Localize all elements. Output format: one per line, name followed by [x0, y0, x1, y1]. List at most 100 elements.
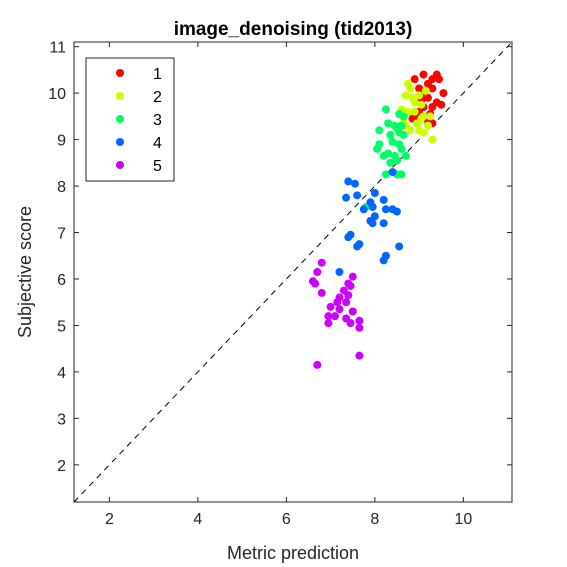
point-series-5 — [313, 268, 322, 276]
point-series-3 — [397, 144, 406, 153]
legend-marker-5 — [116, 161, 124, 169]
y-tick-label: 10 — [48, 86, 66, 103]
legend-label-1: 1 — [153, 66, 162, 83]
point-series-5 — [324, 312, 333, 321]
point-series-3 — [397, 170, 406, 179]
point-series-5 — [355, 351, 364, 360]
point-series-2 — [417, 100, 426, 109]
legend-label-5: 5 — [153, 158, 162, 175]
point-series-3 — [381, 105, 390, 114]
point-series-5 — [355, 316, 364, 325]
point-series-4 — [370, 189, 379, 198]
point-series-5 — [331, 312, 340, 321]
point-series-4 — [379, 195, 388, 204]
point-series-2 — [410, 98, 419, 107]
x-tick-label: 6 — [282, 511, 291, 528]
legend-marker-3 — [116, 115, 124, 123]
point-series-4 — [359, 205, 368, 214]
point-series-2 — [423, 121, 432, 130]
point-series-5 — [342, 298, 351, 307]
y-tick-label: 11 — [49, 40, 66, 57]
x-axis-label: Metric prediction — [227, 543, 359, 563]
point-series-5 — [335, 305, 344, 314]
chart-title: image_denoising (tid2013) — [174, 19, 413, 40]
point-series-3 — [399, 130, 408, 139]
point-series-4 — [381, 205, 390, 214]
x-tick-label: 4 — [193, 511, 202, 528]
point-series-1 — [439, 89, 448, 98]
point-series-3 — [373, 144, 382, 153]
point-series-5 — [333, 298, 342, 307]
point-series-3 — [399, 112, 408, 121]
point-series-3 — [386, 158, 395, 167]
y-axis-label: Subjective score — [15, 206, 35, 338]
point-series-1 — [423, 93, 432, 102]
point-series-2 — [419, 128, 428, 137]
point-series-4 — [335, 268, 344, 276]
point-series-4 — [392, 207, 401, 216]
point-series-1 — [410, 75, 419, 84]
point-series-2 — [412, 119, 421, 128]
point-series-5 — [348, 272, 357, 281]
point-series-2 — [410, 107, 419, 116]
point-series-3 — [392, 156, 401, 165]
point-series-4 — [350, 179, 359, 188]
point-series-4 — [368, 202, 377, 211]
y-tick-label: 7 — [57, 226, 66, 243]
identity-line — [73, 41, 513, 503]
point-series-4 — [379, 256, 388, 265]
point-series-4 — [353, 191, 362, 200]
point-series-5 — [324, 319, 333, 328]
point-series-5 — [348, 307, 357, 316]
legend-label-2: 2 — [153, 89, 162, 106]
point-series-5 — [313, 360, 322, 369]
point-series-2 — [401, 91, 410, 100]
point-series-5 — [317, 288, 326, 297]
legend-marker-2 — [116, 92, 124, 100]
y-tick-label: 6 — [57, 272, 66, 289]
point-series-4 — [344, 233, 353, 242]
point-series-2 — [426, 112, 435, 121]
point-series-1 — [428, 103, 437, 112]
x-tick-label: 10 — [454, 511, 472, 528]
point-series-1 — [435, 75, 443, 84]
point-series-1 — [428, 84, 437, 93]
point-series-4 — [379, 219, 388, 228]
point-series-2 — [428, 135, 437, 144]
y-tick-label: 3 — [57, 411, 66, 428]
point-series-1 — [419, 70, 428, 79]
point-series-3 — [381, 170, 390, 179]
point-series-2 — [406, 84, 415, 93]
y-tick-label: 4 — [57, 365, 66, 382]
legend-box — [85, 57, 175, 182]
point-series-4 — [344, 177, 353, 186]
legend-label-4: 4 — [153, 135, 162, 152]
point-series-4 — [395, 242, 404, 251]
point-series-3 — [397, 121, 406, 130]
y-tick-label: 8 — [57, 179, 66, 196]
point-series-3 — [401, 151, 410, 160]
point-series-1 — [437, 100, 446, 109]
point-series-3 — [386, 130, 395, 139]
point-series-5 — [326, 302, 335, 311]
point-series-5 — [311, 279, 320, 288]
point-series-5 — [317, 258, 326, 267]
y-tick-label: 5 — [57, 318, 66, 335]
legend-marker-4 — [116, 138, 124, 146]
y-tick-label: 2 — [57, 458, 66, 475]
point-series-3 — [379, 151, 388, 160]
point-series-5 — [346, 319, 355, 328]
point-series-4 — [388, 168, 397, 177]
point-series-2 — [421, 86, 430, 95]
y-tick-label: 9 — [57, 133, 66, 150]
point-series-5 — [346, 281, 355, 290]
point-series-4 — [368, 219, 377, 228]
point-series-3 — [375, 126, 384, 135]
point-series-4 — [353, 242, 362, 251]
point-series-3 — [384, 119, 393, 128]
point-series-4 — [342, 193, 351, 202]
legend-label-3: 3 — [153, 112, 162, 129]
point-series-2 — [406, 126, 415, 135]
x-tick-label: 8 — [370, 511, 379, 528]
